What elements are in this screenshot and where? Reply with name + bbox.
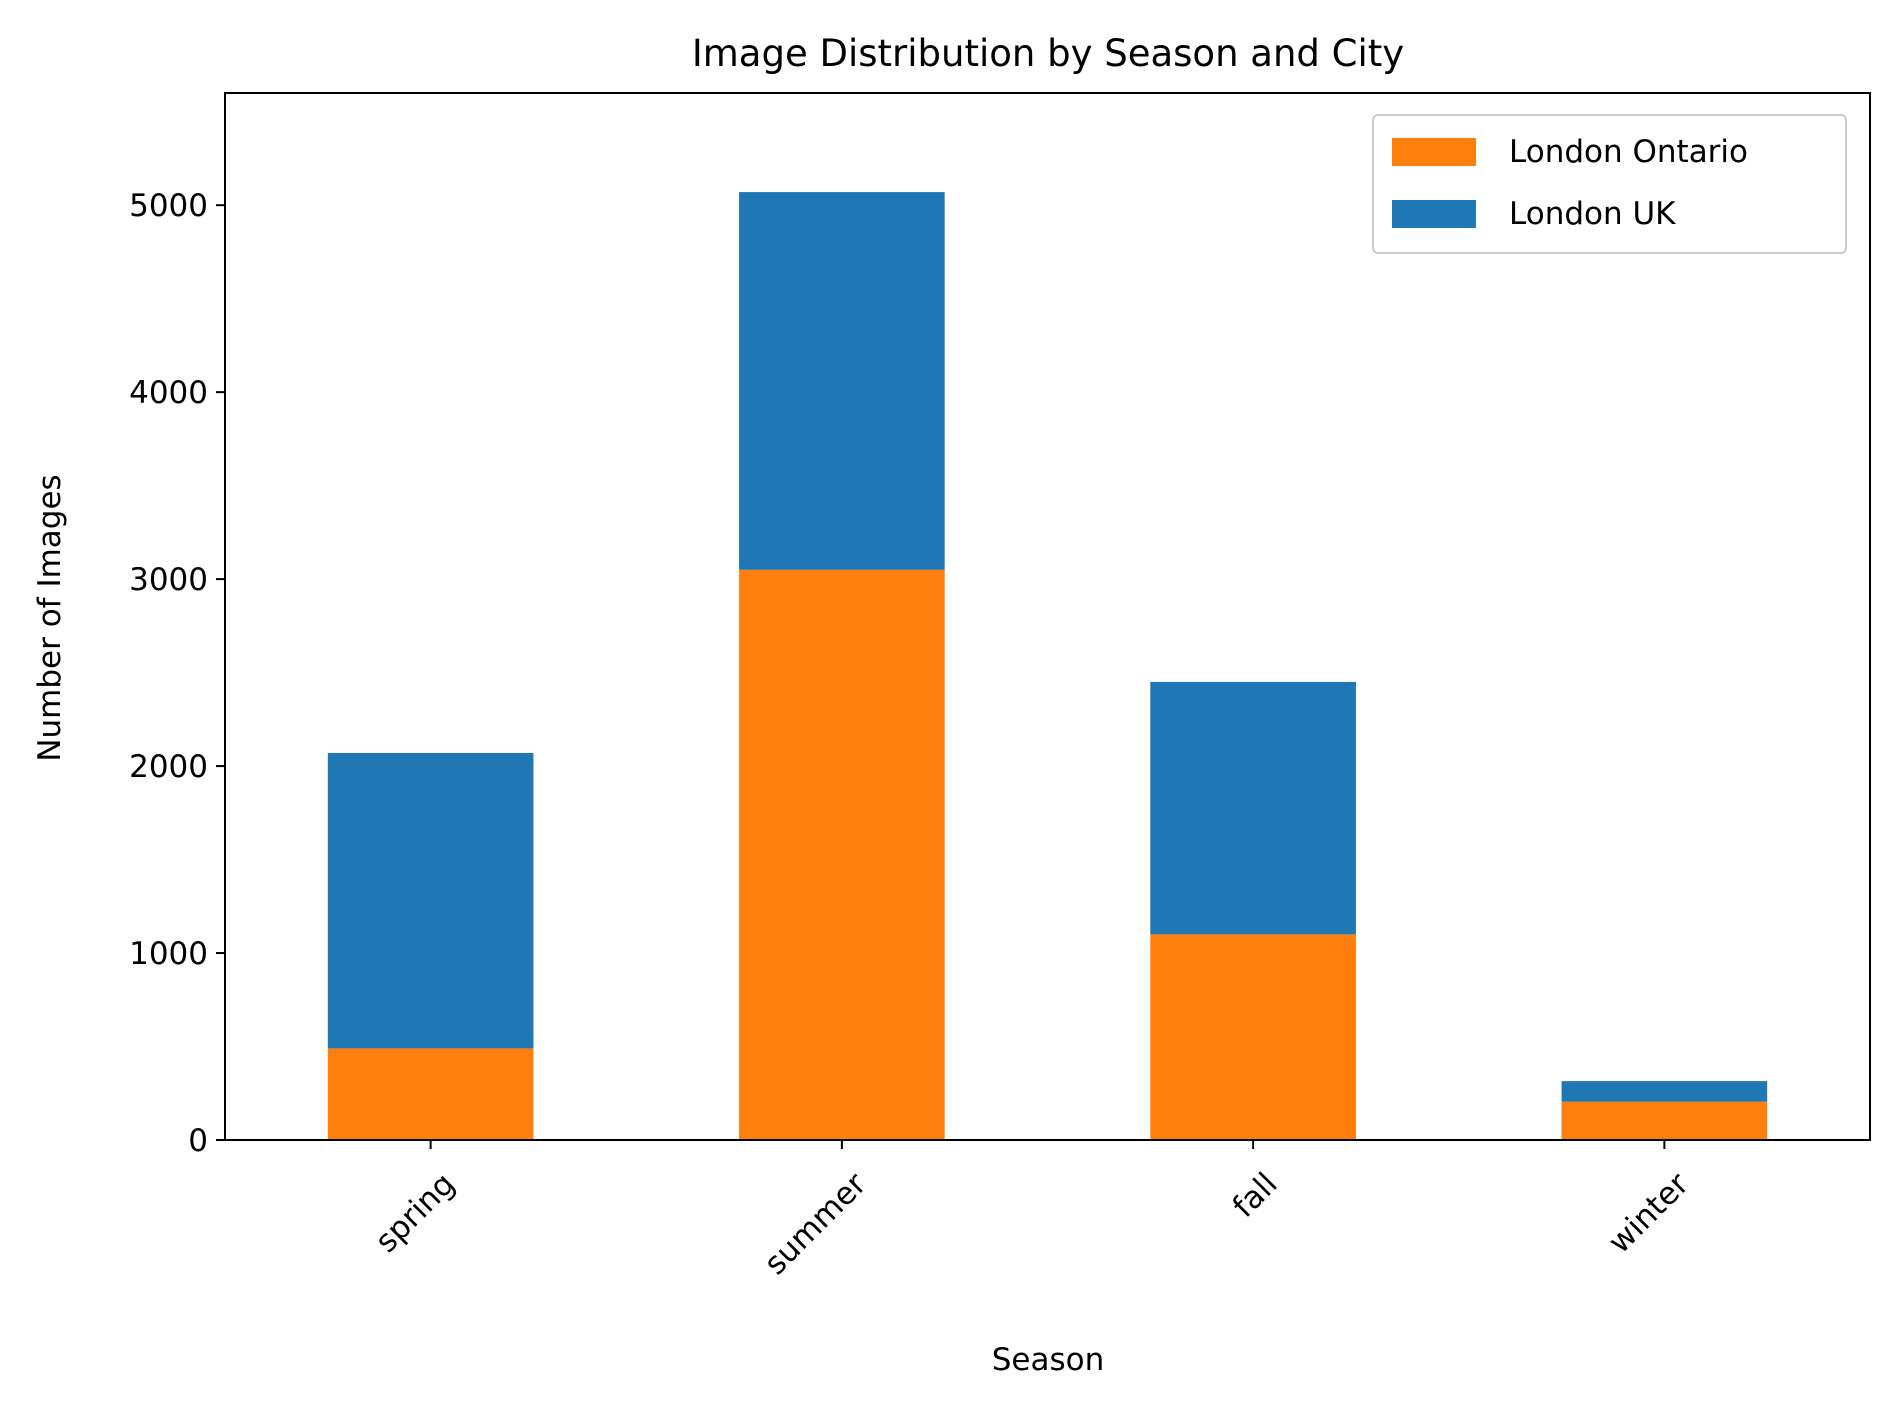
bar-london-uk-fall <box>1150 681 1356 935</box>
y-tick-label: 5000 <box>129 188 208 224</box>
y-tick-label: 3000 <box>129 562 208 598</box>
legend-label-london-ontario: London Ontario <box>1509 134 1748 170</box>
bar-london-uk-spring <box>327 752 534 1049</box>
legend-box <box>1372 114 1847 254</box>
x-tick-label-fall: fall <box>1226 1166 1285 1225</box>
plot-frame <box>224 92 1871 1141</box>
y-tick-label: 2000 <box>129 749 208 785</box>
y-tick-label: 1000 <box>129 936 208 972</box>
legend-label-london-uk: London UK <box>1509 196 1676 232</box>
bar-london-ontario-fall <box>1150 934 1356 1140</box>
x-tick-label-winter: winter <box>1601 1166 1696 1261</box>
bar-london-ontario-spring <box>327 1048 534 1140</box>
legend-swatch-london-uk <box>1392 200 1476 228</box>
y-axis-label: Number of Images <box>32 474 68 761</box>
x-tick-label-summer: summer <box>757 1166 873 1282</box>
bar-london-uk-summer <box>739 192 945 570</box>
legend-swatch-london-ontario <box>1392 138 1476 166</box>
y-tick-label: 0 <box>188 1123 208 1159</box>
bar-london-ontario-summer <box>739 569 945 1140</box>
chart-title: Image Distribution by Season and City <box>692 32 1404 75</box>
x-tick-label-spring: spring <box>368 1166 462 1260</box>
y-tick-label: 4000 <box>129 375 208 411</box>
bar-london-uk-winter <box>1561 1081 1768 1102</box>
bars-layer <box>327 192 1768 1140</box>
x-axis-label: Season <box>992 1342 1105 1378</box>
legend: London Ontario London UK <box>1372 114 1847 254</box>
bar-london-ontario-winter <box>1561 1101 1768 1140</box>
